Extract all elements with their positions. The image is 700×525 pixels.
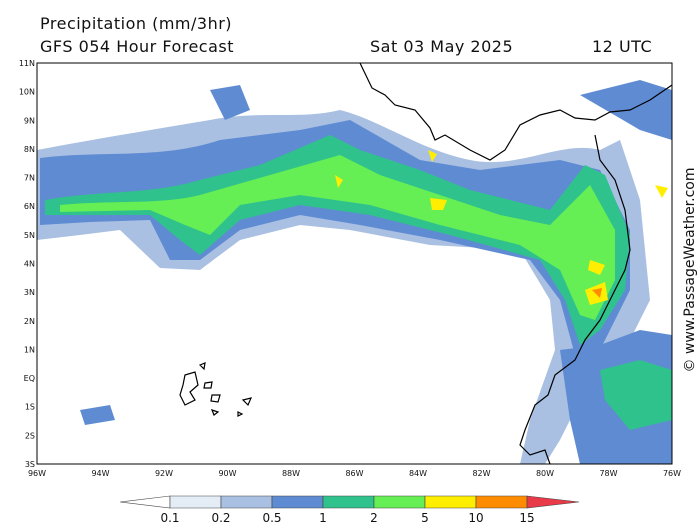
coastline (359, 62, 673, 161)
lat-label: 11N (19, 59, 35, 68)
lat-label: 3S (25, 460, 35, 469)
lat-label: 10N (19, 88, 35, 97)
credit: © www.PassageWeather.com (682, 167, 698, 372)
colorbar-label: 15 (519, 511, 534, 525)
coastline (519, 134, 631, 465)
title: Precipitation (mm/3hr) (40, 14, 232, 33)
lat-label: 2S (25, 431, 35, 440)
lon-label: 96W (28, 469, 46, 478)
lat-label: 6N (24, 202, 35, 211)
colorbar-swatch (475, 495, 528, 509)
colorbar-swatch (220, 495, 273, 509)
date: Sat 03 May 2025 (370, 37, 513, 56)
precip-area (40, 120, 630, 355)
lon-label: 92W (155, 469, 173, 478)
lat-label: 5N (24, 231, 35, 240)
lon-label: 90W (218, 469, 236, 478)
colorbar-swatch (373, 495, 426, 509)
subtitle: GFS 054 Hour Forecast (40, 37, 234, 56)
precip-max (592, 288, 602, 298)
precip-area (60, 155, 615, 320)
colorbar-label: 1 (319, 511, 327, 525)
lat-label: 8N (24, 145, 35, 154)
colorbar-swatch (271, 495, 324, 509)
lat-label: 2N (24, 317, 35, 326)
colorbar-swatch (322, 495, 375, 509)
precip-area (80, 80, 672, 464)
precip-area (45, 135, 630, 345)
colorbar-swatch (119, 495, 171, 509)
colorbar-label: 10 (468, 511, 483, 525)
lat-label: 3N (24, 288, 35, 297)
lat-label: 1S (25, 403, 35, 412)
lon-label: 86W (345, 469, 363, 478)
lat-label: 9N (24, 116, 35, 125)
lat-label: 1N (24, 345, 35, 354)
precip-area (600, 360, 672, 430)
colorbar-label: 0.1 (160, 511, 179, 525)
lon-label: 94W (91, 469, 109, 478)
island (179, 362, 253, 417)
colorbar-label: 0.2 (211, 511, 230, 525)
lon-label: 76W (663, 469, 681, 478)
lat-label: 7N (24, 174, 35, 183)
colorbar-label: 0.5 (262, 511, 281, 525)
lon-label: 82W (472, 469, 490, 478)
lon-label: 88W (282, 469, 300, 478)
lat-label: EQ (24, 374, 35, 383)
colorbar-swatch (526, 495, 580, 509)
time: 12 UTC (592, 37, 652, 56)
colorbar: 0.1 0.2 0.5 1 2 5 10 15 (119, 495, 580, 525)
lon-label: 78W (599, 469, 617, 478)
colorbar-label: 2 (370, 511, 378, 525)
lat-label: 4N (24, 260, 35, 269)
map-frame (36, 62, 673, 465)
lon-label: 80W (536, 469, 554, 478)
colorbar-label: 5 (421, 511, 429, 525)
colorbar-swatch (424, 495, 477, 509)
map (36, 62, 673, 465)
lon-label: 84W (409, 469, 427, 478)
colorbar-swatch (169, 495, 222, 509)
